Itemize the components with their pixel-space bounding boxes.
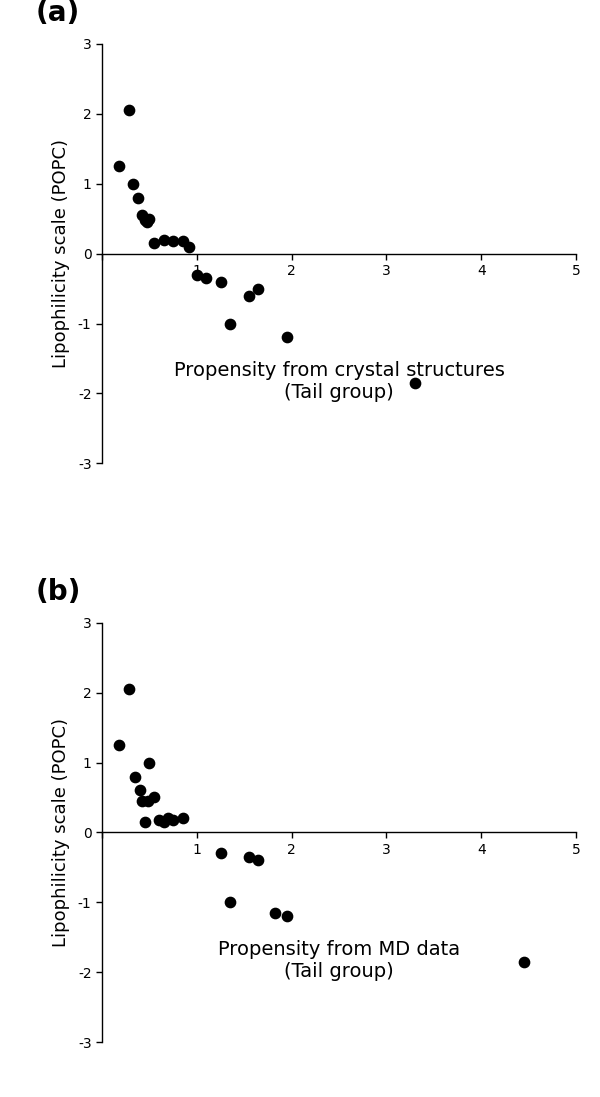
Y-axis label: Lipophilicity scale (POPC): Lipophilicity scale (POPC) [52, 717, 70, 947]
Point [178, 810, 187, 827]
Point [282, 907, 292, 925]
Point [178, 233, 187, 250]
Point [184, 238, 194, 256]
Point [216, 273, 226, 291]
Point [254, 280, 263, 297]
Point [124, 680, 133, 698]
Point [145, 210, 154, 227]
Point [149, 235, 159, 252]
Point [137, 792, 146, 810]
Point [159, 230, 169, 248]
Point [149, 789, 159, 806]
Point [225, 315, 235, 332]
Point [164, 810, 173, 827]
Point [114, 158, 124, 176]
Text: (b): (b) [35, 578, 81, 606]
Point [133, 189, 143, 206]
Point [216, 845, 226, 862]
Y-axis label: Lipophilicity scale (POPC): Lipophilicity scale (POPC) [52, 139, 70, 369]
Point [130, 768, 140, 785]
Point [254, 851, 263, 869]
Point [143, 792, 152, 810]
X-axis label: Propensity from crystal structures
(Tail group): Propensity from crystal structures (Tail… [173, 361, 505, 403]
Point [128, 174, 138, 192]
Point [410, 374, 419, 392]
Point [124, 102, 133, 120]
Point [159, 813, 169, 830]
Point [168, 233, 178, 250]
Point [244, 848, 254, 866]
Point [154, 811, 164, 828]
Point [140, 212, 149, 229]
Point [270, 904, 280, 921]
Text: (a): (a) [35, 0, 80, 27]
Point [282, 329, 292, 347]
Point [192, 265, 202, 283]
Point [135, 782, 145, 800]
Point [244, 286, 254, 304]
Point [145, 754, 154, 771]
Point [225, 894, 235, 912]
Point [140, 813, 149, 830]
Point [142, 214, 151, 231]
Point [168, 811, 178, 828]
Point [137, 206, 146, 224]
Point [519, 953, 529, 971]
Point [114, 736, 124, 754]
Point [202, 269, 211, 286]
X-axis label: Propensity from MD data
(Tail group): Propensity from MD data (Tail group) [218, 940, 460, 981]
